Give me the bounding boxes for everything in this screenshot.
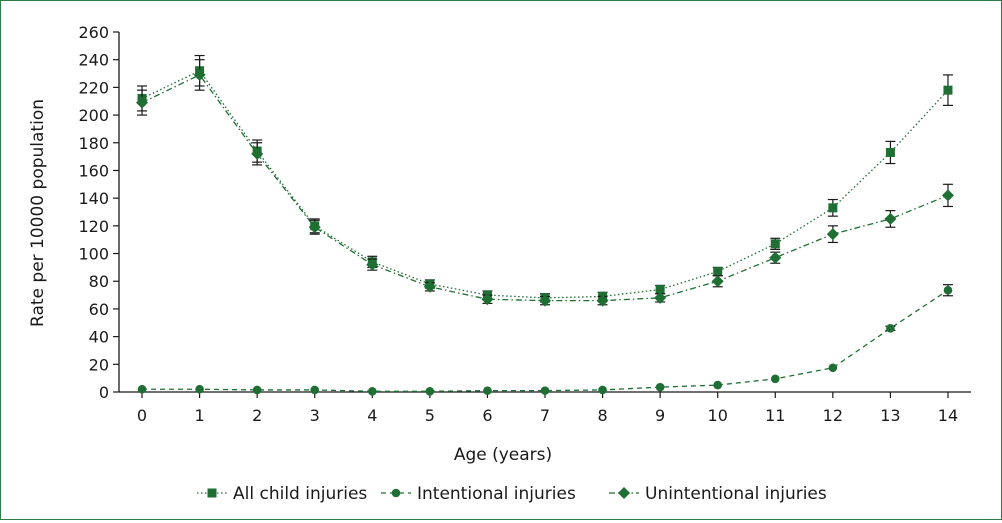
series-intentional-injuries: [137, 284, 953, 396]
data-point: [941, 189, 954, 202]
data-point: [943, 285, 953, 295]
data-point: [828, 363, 838, 373]
data-point: [655, 285, 665, 295]
data-point: [885, 147, 895, 157]
x-tick-label: 4: [367, 406, 377, 425]
data-point: [770, 239, 780, 249]
y-tick-label: 260: [78, 23, 109, 42]
data-point: [195, 384, 204, 394]
data-point: [598, 385, 607, 395]
data-point: [540, 386, 550, 395]
data-point: [886, 324, 895, 333]
data-point: [483, 386, 492, 395]
x-tick-label: 0: [137, 406, 147, 425]
y-tick-label: 20: [89, 355, 109, 374]
x-tick-label: 11: [765, 406, 785, 425]
y-tick-label: 140: [78, 189, 109, 208]
data-point: [769, 251, 782, 264]
x-tick-label: 1: [195, 406, 205, 425]
data-point: [251, 147, 264, 160]
y-tick-label: 100: [78, 245, 109, 264]
legend-label: Unintentional injuries: [645, 484, 827, 504]
data-point: [193, 68, 206, 81]
legend-swatch-marker: [207, 488, 217, 498]
series-unintentional-injuries: [136, 59, 954, 307]
data-point: [137, 384, 147, 394]
legend-item: Unintentional injuries: [609, 484, 827, 504]
x-tick-label: 14: [938, 406, 958, 425]
x-tick-label: 9: [655, 406, 665, 425]
data-point: [539, 294, 551, 307]
y-tick-label: 220: [78, 78, 109, 97]
y-tick-label: 0: [99, 383, 109, 402]
data-point: [770, 374, 780, 384]
x-axis-title: Age (years): [454, 445, 552, 465]
legend: All child injuries Intentional injuries Un…: [197, 484, 827, 504]
y-tick-label: 240: [78, 51, 109, 70]
y-tick-label: 80: [89, 272, 109, 291]
series-layer: [136, 54, 954, 396]
x-tick-label: 2: [252, 406, 262, 425]
legend-label: All child injuries: [233, 484, 367, 504]
data-point: [596, 294, 609, 307]
y-tick-label: 60: [89, 300, 109, 319]
axes: [118, 32, 971, 393]
data-point: [308, 221, 321, 234]
data-point: [828, 203, 838, 213]
legend-swatch-marker: [391, 488, 401, 498]
series-line: [141, 74, 949, 302]
data-point: [367, 387, 377, 396]
x-tick-label: 6: [482, 406, 492, 425]
data-point: [713, 380, 723, 390]
y-tick-label: 180: [78, 134, 109, 153]
data-point: [310, 385, 320, 395]
series-all-child-injuries: [137, 54, 953, 303]
legend-swatch-marker: [618, 487, 630, 499]
x-tick-label: 5: [425, 406, 435, 425]
data-point: [366, 258, 379, 271]
data-point: [423, 280, 436, 293]
data-point: [884, 212, 897, 225]
y-tick-label: 40: [89, 328, 109, 347]
data-point: [943, 85, 953, 95]
legend-label: Intentional injuries: [417, 484, 576, 504]
data-point: [136, 96, 149, 109]
x-tick-label: 7: [540, 406, 550, 425]
data-point: [713, 267, 723, 277]
legend-item: All child injuries: [197, 484, 367, 504]
legend-item: Intentional injuries: [381, 484, 576, 504]
x-tick-label: 10: [708, 406, 728, 425]
data-point: [252, 385, 262, 395]
y-axis-title: Rate per 10000 population: [28, 99, 48, 327]
y-tick-label: 200: [78, 106, 109, 125]
data-point: [711, 275, 724, 288]
data-point: [655, 382, 665, 392]
data-point: [826, 228, 839, 241]
data-point: [481, 293, 494, 306]
x-tick-label: 3: [310, 406, 320, 425]
data-point: [654, 291, 667, 304]
y-tick-label: 160: [78, 161, 109, 180]
x-tick-label: 12: [823, 406, 843, 425]
series-line: [141, 69, 949, 299]
x-tick-label: 13: [880, 406, 900, 425]
x-tick-label: 8: [597, 406, 607, 425]
data-point: [425, 387, 435, 396]
y-tick-label: 120: [78, 217, 109, 236]
